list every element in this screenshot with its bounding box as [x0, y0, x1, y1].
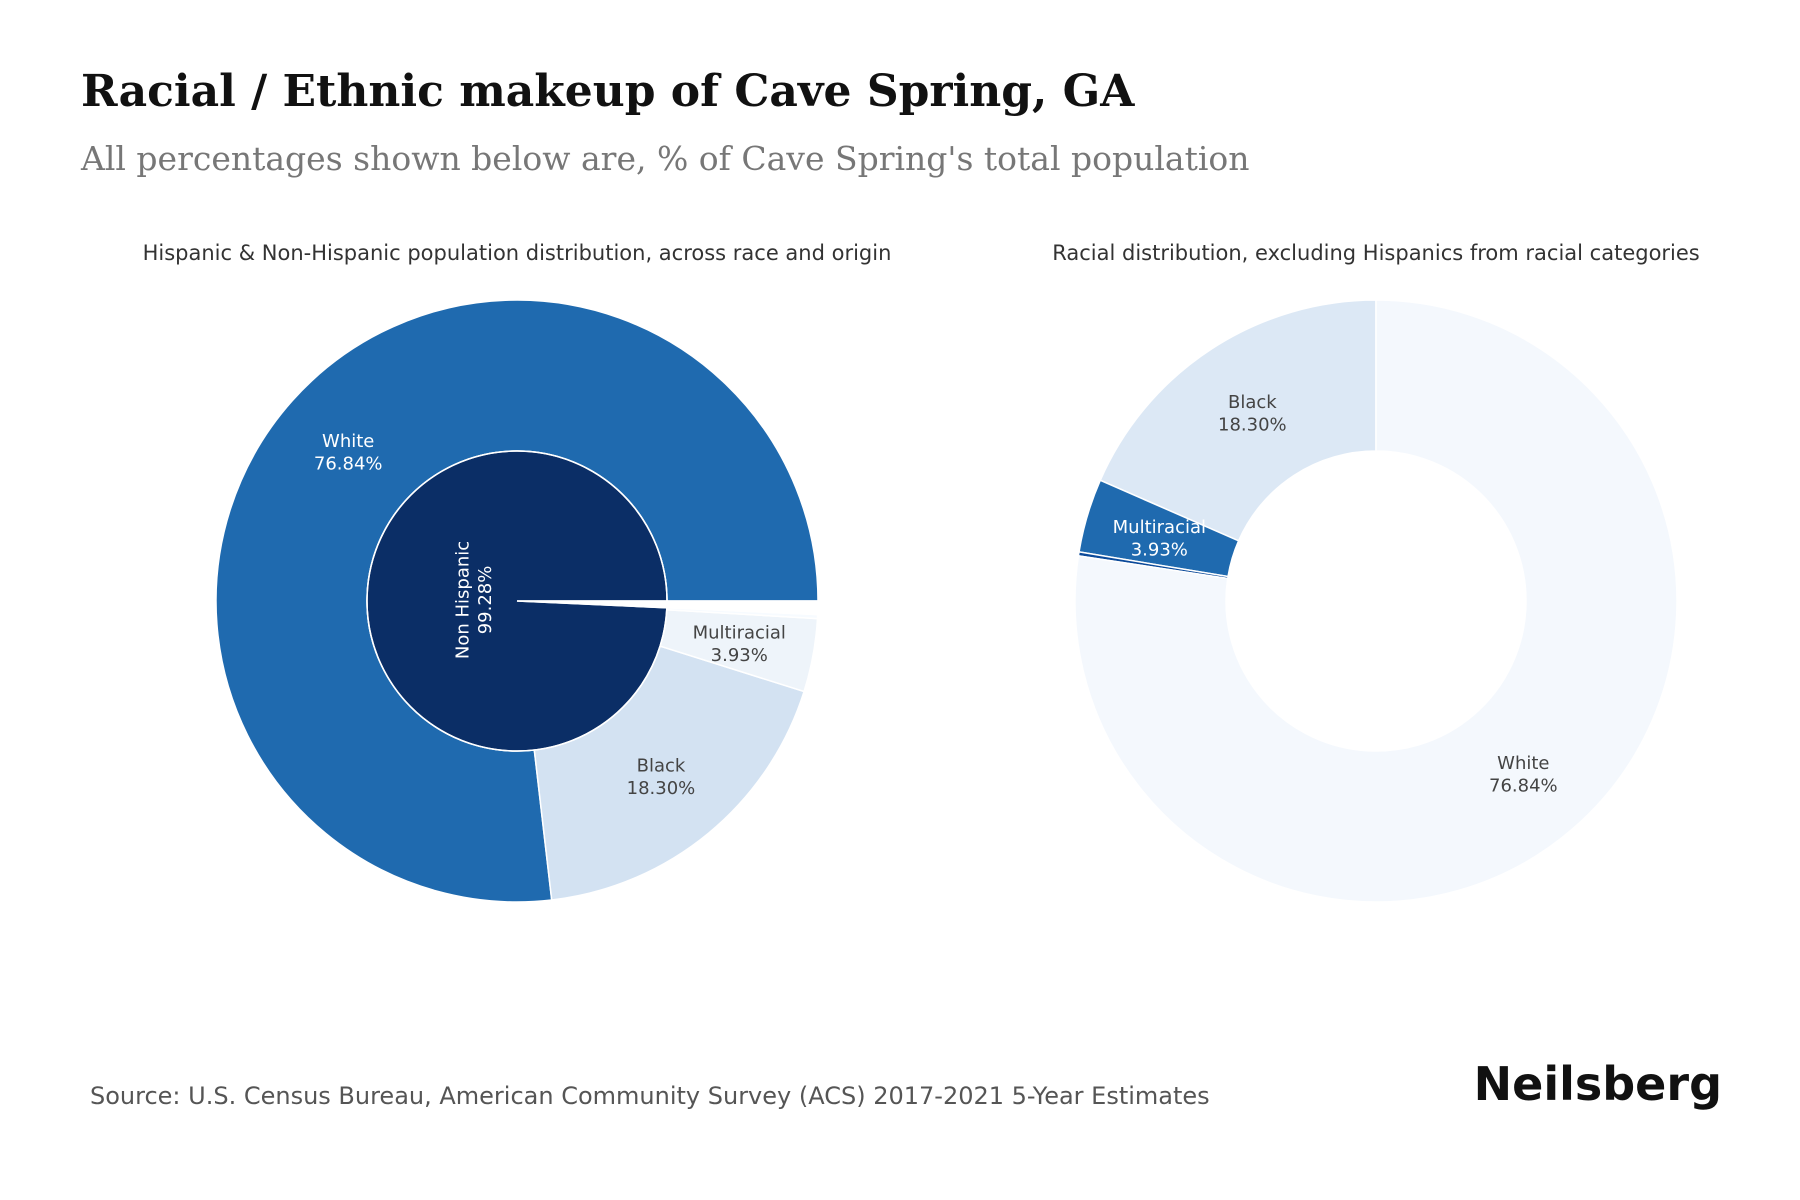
chart-title: Racial distribution, excluding Hispanics…: [1052, 241, 1700, 265]
slice-label: White 76.84%: [1489, 753, 1558, 797]
value-label: 76.84%: [1489, 775, 1558, 796]
value-label: 18.30%: [627, 778, 696, 799]
slice: [1099, 299, 1377, 542]
ring-border: [366, 450, 668, 752]
brand: Neilsberg: [1474, 1057, 1722, 1111]
slice-label: Multiracial 3.93%: [1113, 517, 1206, 561]
slice-label: Non Hispanic99.28%: [452, 541, 496, 659]
category-label: Multiracial: [693, 622, 786, 643]
slice: [1074, 299, 1678, 903]
slice-label: Black 18.30%: [627, 756, 696, 800]
value-label: 3.93%: [1131, 540, 1188, 561]
category-label: Non Hispanic: [452, 541, 473, 659]
category-label: White: [322, 431, 374, 452]
value-label: 18.30%: [1218, 415, 1287, 436]
category-label: Black: [1228, 392, 1277, 413]
slice-label: Black 18.30%: [1218, 392, 1287, 436]
category-label: White: [1497, 753, 1549, 774]
value-label: 3.93%: [711, 645, 768, 666]
title: Racial / Ethnic makeup of Cave Spring, G…: [81, 66, 1135, 117]
value-label: 99.28%: [475, 566, 496, 635]
slice-label: Multiracial 3.93%: [693, 622, 786, 666]
source: Source: U.S. Census Bureau, American Com…: [90, 1082, 1210, 1110]
chart-title: Hispanic & Non-Hispanic population distr…: [143, 241, 892, 265]
category-label: Black: [637, 756, 686, 777]
subtitle: All percentages shown below are, % of Ca…: [80, 139, 1250, 178]
value-label: 76.84%: [314, 454, 383, 475]
slice-label: White 76.84%: [314, 431, 383, 475]
category-label: Multiracial: [1113, 517, 1206, 538]
